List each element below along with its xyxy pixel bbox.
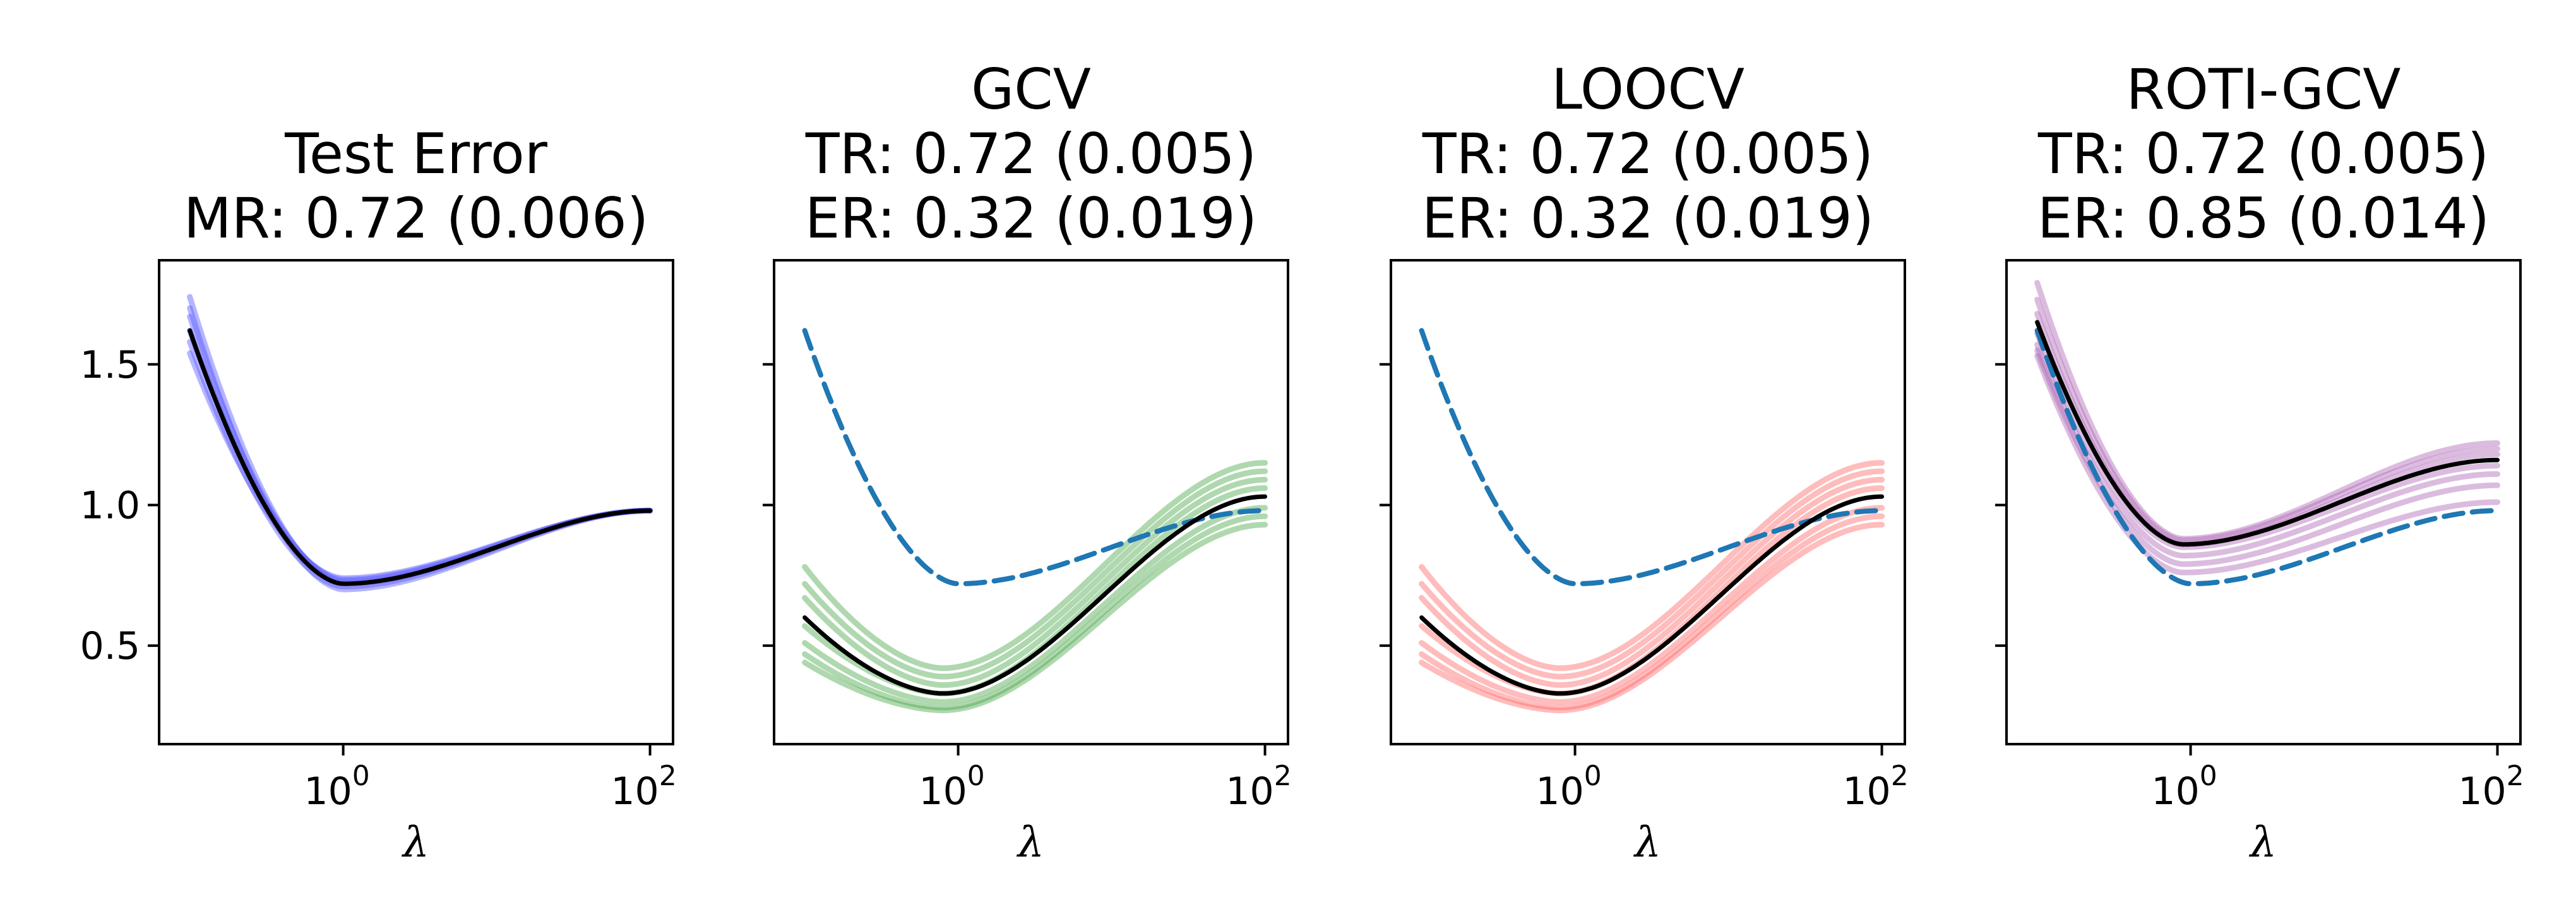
replicate-curve [2034,280,2501,542]
y-tick-label: 1.5 [80,343,140,387]
x-tick-label: 100 [919,760,984,814]
replicate-curve [187,327,653,582]
axes-frame [2005,259,2522,745]
replicate-curve [2034,352,2501,575]
replicate-curve [802,513,1268,711]
replicate-curve [802,460,1268,671]
panel-title-line: TR: 0.72 (0.005) [2037,121,2489,186]
x-tick-label: 102 [2458,760,2524,814]
replicate-curve [1419,468,1885,680]
panel-title-line: GCV [971,57,1091,122]
x-tick-label: 102 [611,760,676,814]
replicate-curve [187,313,653,584]
replicate-curve [187,350,653,581]
panel-title-line: ER: 0.32 (0.019) [805,186,1257,251]
panel-title-line: MR: 0.72 (0.006) [184,186,648,251]
replicate-curve [1419,460,1885,671]
x-tick-label: 100 [1535,760,1601,814]
x-axis-label: λ [1633,818,1661,867]
replicate-curve [802,522,1268,714]
replicate-curve [802,468,1268,680]
panel-title-line: Test Error [284,121,548,186]
replicate-curve [802,505,1268,705]
panel-title-line: TR: 0.72 (0.005) [1422,121,1873,186]
reference-test-error-curve [2034,328,2500,587]
replicate-curve [2034,342,2501,559]
x-axis-label: λ [1016,818,1044,867]
panel-title-line: LOOCV [1551,57,1744,122]
x-tick-label: 100 [304,760,369,814]
replicate-curve [1419,513,1885,711]
y-tick-label: 0.5 [80,624,140,668]
replicate-curve [802,476,1268,688]
panel-title-line: ER: 0.32 (0.019) [1422,186,1874,251]
axes-frame [1390,259,1906,745]
mean-curve [188,328,653,586]
axes-frame [158,259,674,745]
replicate-curve [1419,522,1885,714]
mean-curve [1419,494,1885,696]
x-tick-label: 100 [2151,760,2217,814]
x-axis-label: λ [401,818,429,867]
panel-title-line: ROTI-GCV [2126,57,2401,122]
x-tick-label: 102 [1225,760,1291,814]
y-tick-label: 1.0 [80,483,140,527]
replicate-curve [2034,347,2501,567]
replicate-curve [2034,330,2501,550]
axes-frame [773,259,1289,745]
panel-title-line: ER: 0.85 (0.014) [2037,186,2490,251]
mean-curve [802,494,1268,696]
replicate-curve [187,339,653,590]
replicate-curve [1419,505,1885,705]
x-axis-label: λ [2248,818,2277,867]
panel-title-line: TR: 0.72 (0.005) [805,121,1256,186]
plot-area [802,328,1268,714]
replicate-curve [1419,476,1885,688]
replicate-curve [187,294,653,587]
replicate-curve [187,305,653,593]
plot-area [1419,328,1885,714]
x-tick-label: 102 [1842,760,1908,814]
replicate-curve [2034,296,2501,543]
mean-curve [2035,320,2500,547]
plot-area [187,294,653,593]
plot-area [2034,280,2501,587]
